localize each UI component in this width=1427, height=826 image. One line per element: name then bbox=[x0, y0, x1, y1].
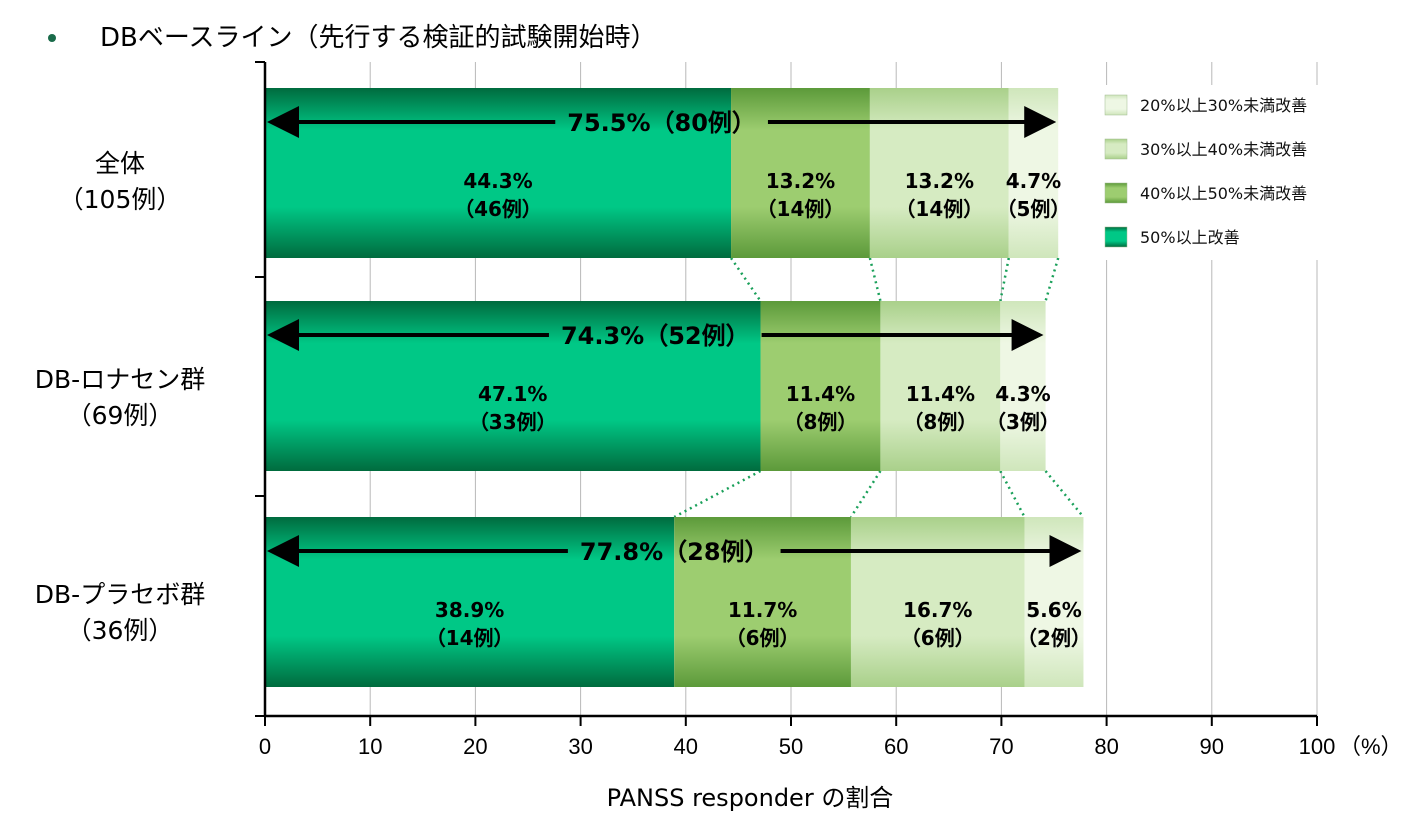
segment-count-label: （3例） bbox=[986, 410, 1060, 434]
segment-percent-label: 38.9% bbox=[435, 598, 504, 622]
bar-segment bbox=[880, 301, 1001, 471]
segment-percent-label: 4.3% bbox=[995, 382, 1050, 406]
x-axis-label: PANSS responder の割合 bbox=[607, 784, 894, 812]
bar-segment bbox=[674, 517, 851, 687]
category-n-label: （36例） bbox=[67, 616, 174, 645]
segment-percent-label: 47.1% bbox=[478, 382, 547, 406]
legend-label: 30%以上40%未満改善 bbox=[1140, 140, 1307, 159]
legend: 20%以上30%未満改善 30%以上40%未満改善 40%以上50%未満改善 50%以… bbox=[1095, 85, 1365, 260]
x-tick-label: 80 bbox=[1094, 734, 1118, 759]
category-n-label: （69例） bbox=[67, 401, 174, 430]
connector-line bbox=[999, 257, 1010, 302]
legend-label: 50%以上改善 bbox=[1140, 228, 1240, 247]
x-unit-label: （%） bbox=[1339, 734, 1403, 759]
bars: 44.3% （46例） 13.2% （14例） 13.2% （14例） 4.7% （5例） 75… bbox=[265, 88, 1091, 687]
x-tick-labels: 0 10 20 30 40 50 60 70 80 90 100 （%） bbox=[259, 734, 1403, 759]
connector-line bbox=[730, 257, 762, 302]
bar-segment bbox=[850, 517, 1025, 687]
category-label: 全体 bbox=[95, 149, 145, 178]
connector-line bbox=[849, 470, 882, 518]
bar-segment bbox=[265, 301, 761, 471]
connector-line bbox=[1044, 470, 1085, 518]
segment-count-label: （6例） bbox=[901, 626, 975, 650]
segment-count-label: （33例） bbox=[469, 410, 557, 434]
x-tick-label: 60 bbox=[884, 734, 908, 759]
segment-count-label: （46例） bbox=[454, 197, 542, 221]
x-tick-label: 30 bbox=[568, 734, 592, 759]
segment-percent-label: 44.3% bbox=[463, 169, 532, 193]
x-tick-label: 100 bbox=[1299, 734, 1336, 759]
segment-count-label: （8例） bbox=[783, 410, 857, 434]
x-tick-label: 50 bbox=[779, 734, 803, 759]
bar-segment bbox=[869, 88, 1009, 258]
x-tick-label: 20 bbox=[463, 734, 487, 759]
segment-percent-label: 13.2% bbox=[766, 169, 835, 193]
segment-percent-label: 16.7% bbox=[903, 598, 972, 622]
segment-count-label: （8例） bbox=[903, 410, 977, 434]
bar-segment bbox=[265, 517, 675, 687]
title-bullet bbox=[48, 34, 56, 42]
legend-swatch bbox=[1104, 226, 1128, 248]
legend-swatch bbox=[1104, 138, 1128, 160]
total-label: 77.8%（28例） bbox=[580, 538, 769, 566]
connector-line bbox=[673, 469, 762, 519]
legend-swatch bbox=[1104, 94, 1128, 116]
segment-percent-label: 11.4% bbox=[906, 382, 975, 406]
connector-line bbox=[868, 257, 882, 302]
segment-count-label: （14例） bbox=[426, 626, 514, 650]
x-tick-label: 40 bbox=[674, 734, 698, 759]
legend-swatch bbox=[1104, 182, 1128, 204]
category-labels: 全体 （105例） DB-ロナセン群 （69例） DB-プラセボ群 （36例） bbox=[35, 149, 205, 645]
category-n-label: （105例） bbox=[59, 185, 182, 214]
total-label: 74.3%（52例） bbox=[561, 322, 750, 350]
legend-label: 20%以上30%未満改善 bbox=[1140, 96, 1307, 115]
connector-line bbox=[999, 470, 1026, 518]
x-tick-label: 10 bbox=[358, 734, 382, 759]
segment-count-label: （14例） bbox=[895, 197, 983, 221]
x-tick-label: 70 bbox=[989, 734, 1013, 759]
x-tick-label: 0 bbox=[259, 734, 271, 759]
segment-percent-label: 4.7% bbox=[1006, 169, 1061, 193]
segment-count-label: （2例） bbox=[1017, 626, 1091, 650]
bar-segment bbox=[731, 88, 870, 258]
total-label: 75.5%（80例） bbox=[567, 109, 756, 137]
category-label: DB-プラセボ群 bbox=[35, 580, 205, 609]
segment-count-label: （5例） bbox=[997, 197, 1071, 221]
connector-line bbox=[1044, 257, 1060, 302]
category-label: DB-ロナセン群 bbox=[35, 365, 205, 394]
segment-count-label: （6例） bbox=[726, 626, 800, 650]
segment-percent-label: 5.6% bbox=[1026, 598, 1081, 622]
segment-percent-label: 11.4% bbox=[786, 382, 855, 406]
legend-background bbox=[1095, 85, 1365, 260]
bar-segment bbox=[760, 301, 881, 471]
x-tick-label: 90 bbox=[1200, 734, 1224, 759]
legend-label: 40%以上50%未満改善 bbox=[1140, 184, 1307, 203]
segment-percent-label: 11.7% bbox=[728, 598, 797, 622]
segment-percent-label: 13.2% bbox=[905, 169, 974, 193]
axes bbox=[255, 61, 1318, 726]
segment-count-label: （14例） bbox=[757, 197, 845, 221]
chart-title: DBベースライン（先行する検証的試験開始時） bbox=[100, 23, 657, 53]
connector-lines bbox=[673, 257, 1085, 519]
bar-segment bbox=[265, 88, 732, 258]
